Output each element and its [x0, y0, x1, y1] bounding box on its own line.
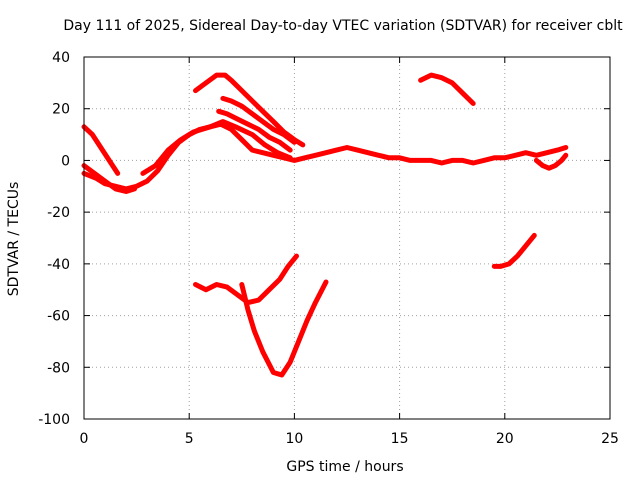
- chart-title: Day 111 of 2025, Sidereal Day-to-day VTE…: [63, 18, 623, 34]
- series-arc-late-high: [418, 72, 476, 106]
- series-arc-mid-b: [220, 95, 297, 145]
- series-arc-early-b: [81, 163, 137, 194]
- y-tick-label: -80: [47, 360, 70, 376]
- y-tick-label: 40: [52, 50, 70, 66]
- plot-frame: [83, 56, 611, 420]
- y-tick-label: -40: [47, 257, 70, 273]
- x-tick-label: 15: [391, 431, 409, 447]
- series-arc-early-c: [140, 119, 293, 176]
- series-arc-main: [81, 121, 569, 192]
- x-tick-label: 0: [80, 431, 89, 447]
- y-tick-label: -100: [38, 412, 70, 428]
- x-tick-label: 20: [496, 431, 514, 447]
- series-arc-late-low: [491, 232, 537, 269]
- x-tick-label: 5: [185, 431, 194, 447]
- y-tick-label: -20: [47, 205, 70, 221]
- y-tick-label: 0: [61, 153, 70, 169]
- ticks: [83, 56, 611, 420]
- series-group: [81, 72, 569, 378]
- series-arc-early-a: [81, 124, 121, 176]
- x-axis-label: GPS time / hours: [286, 459, 403, 475]
- series-arc-low-b: [239, 279, 329, 378]
- x-tick-label: 10: [285, 431, 303, 447]
- grid: [84, 57, 610, 419]
- tick-labels: 0 5 10 15 20 25 40 20 0 -20 -40 -60 -80 -100: [38, 50, 619, 447]
- x-tick-label: 25: [601, 431, 619, 447]
- series-arc-mid-c: [216, 108, 293, 153]
- series-arc-end: [533, 152, 569, 171]
- y-tick-label: -60: [47, 309, 70, 325]
- y-axis-label: SDTVAR / TECUs: [6, 182, 22, 297]
- y-tick-label: 20: [52, 102, 70, 118]
